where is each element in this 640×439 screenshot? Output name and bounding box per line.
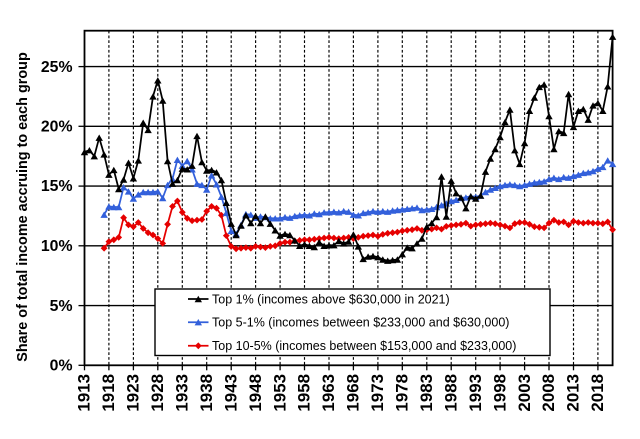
svg-text:1988: 1988 [441, 374, 460, 412]
svg-text:1943: 1943 [221, 374, 240, 412]
svg-text:1933: 1933 [173, 374, 192, 412]
svg-text:2013: 2013 [564, 374, 583, 412]
svg-text:1968: 1968 [344, 374, 363, 412]
svg-text:1923: 1923 [124, 374, 143, 412]
svg-text:Share of total income accruing: Share of total income accruing to each g… [15, 52, 31, 362]
svg-text:1973: 1973 [368, 374, 387, 412]
svg-text:1953: 1953 [270, 374, 289, 412]
svg-text:1928: 1928 [148, 374, 167, 412]
svg-text:1963: 1963 [319, 374, 338, 412]
svg-text:5%: 5% [50, 298, 73, 315]
svg-text:2003: 2003 [515, 374, 534, 412]
svg-text:Top 1% (incomes above $630,000: Top 1% (incomes above $630,000 in 2021) [212, 292, 450, 306]
svg-text:Top 10-5% (incomes between $15: Top 10-5% (incomes between $153,000 and … [212, 339, 516, 353]
svg-text:2008: 2008 [539, 374, 558, 412]
svg-text:1998: 1998 [490, 374, 509, 412]
svg-text:15%: 15% [41, 178, 73, 195]
svg-text:1958: 1958 [295, 374, 314, 412]
svg-text:0%: 0% [50, 358, 73, 375]
svg-text:1993: 1993 [466, 374, 485, 412]
svg-text:25%: 25% [41, 59, 73, 76]
svg-text:Top 5-1% (incomes between $233: Top 5-1% (incomes between $233,000 and $… [212, 316, 509, 330]
svg-text:1918: 1918 [99, 374, 118, 412]
svg-text:1978: 1978 [393, 374, 412, 412]
svg-text:2018: 2018 [588, 374, 607, 412]
svg-text:20%: 20% [41, 119, 73, 136]
svg-text:1983: 1983 [417, 374, 436, 412]
svg-text:1938: 1938 [197, 374, 216, 412]
svg-text:1913: 1913 [75, 374, 94, 412]
svg-text:1948: 1948 [246, 374, 265, 412]
svg-text:10%: 10% [41, 238, 73, 255]
